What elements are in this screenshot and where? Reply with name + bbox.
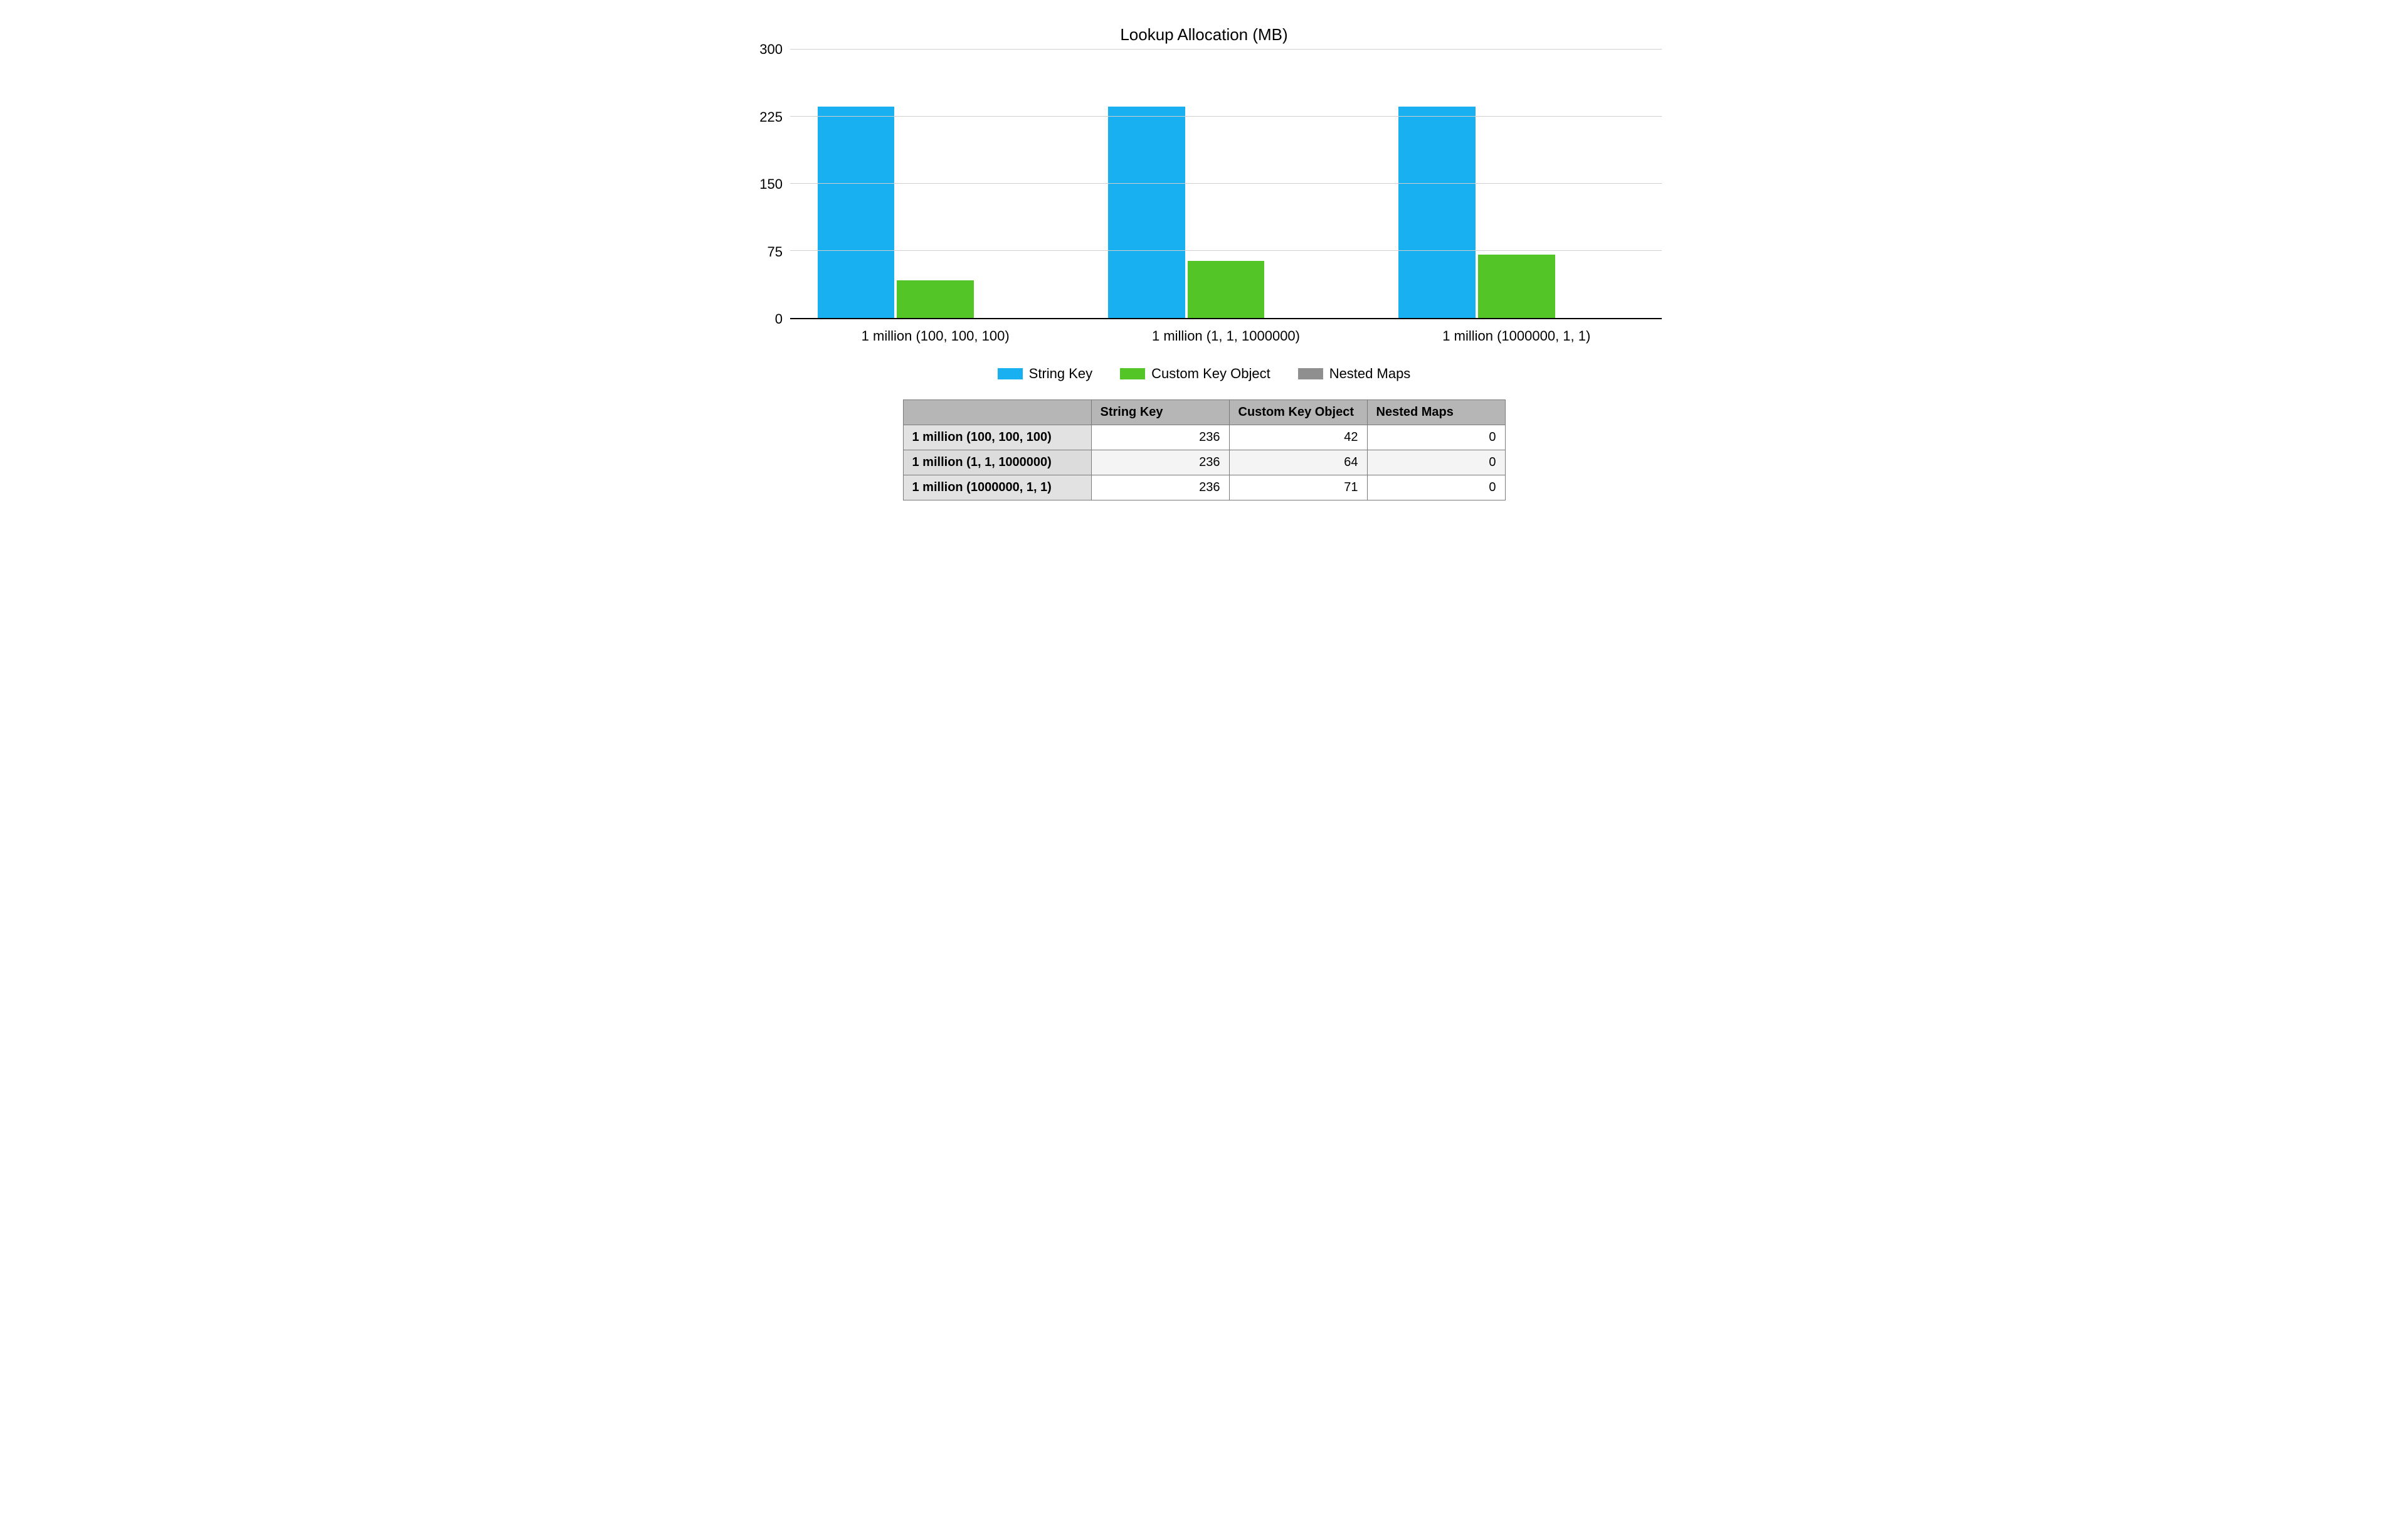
table-cell: 0 xyxy=(1367,425,1505,450)
legend-swatch xyxy=(998,368,1023,379)
gridline xyxy=(790,183,1662,184)
table-header-cell: Custom Key Object xyxy=(1229,400,1367,425)
legend-item: String Key xyxy=(998,366,1093,382)
bar-group xyxy=(1371,50,1662,318)
data-table: String KeyCustom Key ObjectNested Maps 1… xyxy=(903,399,1506,500)
gridline xyxy=(790,49,1662,50)
bar xyxy=(1398,107,1476,318)
table-rowhead: 1 million (100, 100, 100) xyxy=(903,425,1091,450)
bar-groups xyxy=(790,50,1662,318)
legend-swatch xyxy=(1120,368,1145,379)
y-tick-label: 75 xyxy=(768,244,783,260)
legend-item: Nested Maps xyxy=(1298,366,1411,382)
table-cell: 71 xyxy=(1229,475,1367,500)
chart-container: Lookup Allocation (MB) 0 75 150 225 300 1 mi… xyxy=(746,25,1662,500)
table-cell: 236 xyxy=(1091,425,1229,450)
y-tick-label: 0 xyxy=(775,311,783,327)
table-cell: 0 xyxy=(1367,475,1505,500)
x-tick-label: 1 million (100, 100, 100) xyxy=(790,319,1080,344)
table-body: 1 million (100, 100, 100)2364201 million… xyxy=(903,425,1505,500)
table-cell: 42 xyxy=(1229,425,1367,450)
table-row: 1 million (1, 1, 1000000)236640 xyxy=(903,450,1505,475)
plot-row: 075150225300 xyxy=(746,50,1662,319)
table-row: 1 million (1000000, 1, 1)236710 xyxy=(903,475,1505,500)
plot-area xyxy=(790,50,1662,319)
bar xyxy=(897,280,974,318)
table-cell: 0 xyxy=(1367,450,1505,475)
table-header-row: String KeyCustom Key ObjectNested Maps xyxy=(903,400,1505,425)
legend-item: Custom Key Object xyxy=(1120,366,1270,382)
bar xyxy=(1188,261,1265,318)
chart-title: Lookup Allocation (MB) xyxy=(746,25,1662,45)
y-tick-label: 150 xyxy=(759,176,783,193)
legend-swatch xyxy=(1298,368,1323,379)
legend: String Key Custom Key Object Nested Maps xyxy=(746,366,1662,382)
gridline xyxy=(790,250,1662,251)
legend-label: Nested Maps xyxy=(1329,366,1411,382)
table-header-cell xyxy=(903,400,1091,425)
bar xyxy=(1108,107,1185,318)
x-axis: 1 million (100, 100, 100)1 million (1, 1… xyxy=(790,319,1662,344)
table-cell: 64 xyxy=(1229,450,1367,475)
gridline xyxy=(790,116,1662,117)
table-row: 1 million (100, 100, 100)236420 xyxy=(903,425,1505,450)
bar-group xyxy=(1080,50,1371,318)
bar xyxy=(1478,255,1555,318)
x-tick-label: 1 million (1000000, 1, 1) xyxy=(1371,319,1662,344)
table-rowhead: 1 million (1, 1, 1000000) xyxy=(903,450,1091,475)
table-rowhead: 1 million (1000000, 1, 1) xyxy=(903,475,1091,500)
y-tick-label: 225 xyxy=(759,109,783,125)
bar-group xyxy=(790,50,1080,318)
legend-label: Custom Key Object xyxy=(1151,366,1270,382)
bar xyxy=(818,107,895,318)
table-header-cell: String Key xyxy=(1091,400,1229,425)
table-cell: 236 xyxy=(1091,450,1229,475)
table-cell: 236 xyxy=(1091,475,1229,500)
table-header-cell: Nested Maps xyxy=(1367,400,1505,425)
y-tick-label: 300 xyxy=(759,41,783,58)
y-axis: 075150225300 xyxy=(746,50,790,319)
legend-label: String Key xyxy=(1029,366,1093,382)
x-tick-label: 1 million (1, 1, 1000000) xyxy=(1080,319,1371,344)
